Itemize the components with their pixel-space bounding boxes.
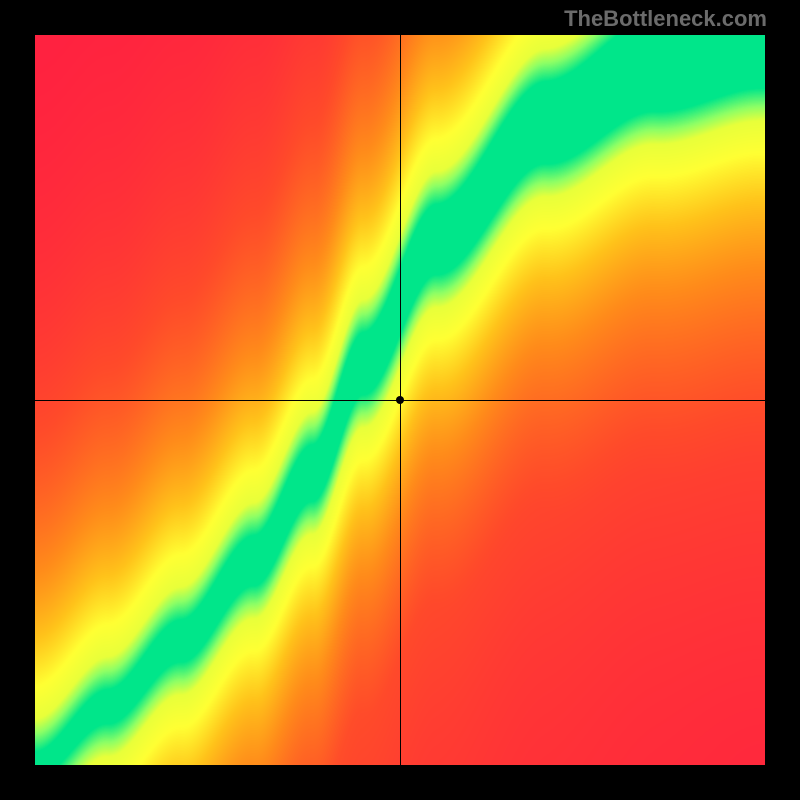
chart-container: TheBottleneck.com [0,0,800,800]
crosshair-marker [396,396,404,404]
watermark-text: TheBottleneck.com [564,6,767,32]
